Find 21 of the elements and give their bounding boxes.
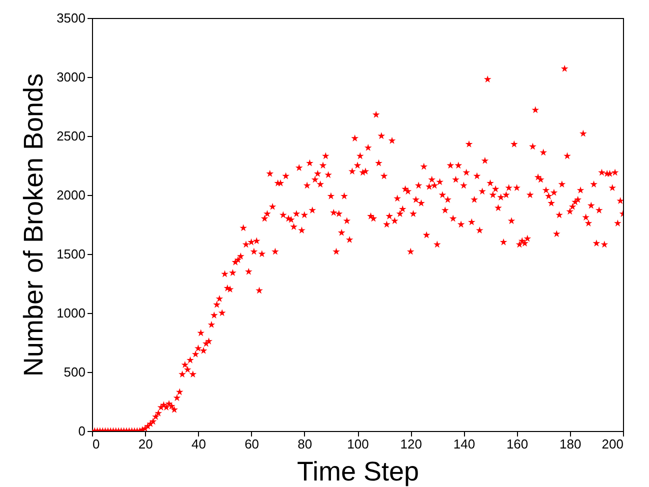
y-tick-label: 1500 (56, 246, 86, 262)
x-tick-label: 100 (347, 436, 369, 452)
x-tick-label: 40 (191, 436, 206, 452)
y-axis-title: Number of Broken Bonds (18, 73, 49, 377)
y-tick-label: 2000 (56, 188, 86, 202)
y-tick-label: 1000 (56, 306, 86, 320)
y-tick-label: 0 (78, 424, 86, 438)
x-tick-label: 160 (506, 436, 528, 452)
x-axis-title: Time Step (296, 456, 420, 486)
x-tick-label: 120 (400, 436, 422, 452)
x-tick-label: 180 (560, 436, 582, 452)
x-tick-label: 80 (298, 436, 312, 452)
x-tick-label: 140 (453, 436, 476, 452)
y-tick-label: 3000 (56, 70, 86, 84)
x-tick-label: 20 (138, 436, 153, 452)
x-tick-label: 60 (244, 436, 260, 452)
x-tick-label: 0 (92, 436, 100, 452)
y-tick-label: 2500 (56, 128, 86, 144)
y-tick-label: 500 (64, 364, 86, 380)
x-tick-label: 200 (602, 436, 624, 452)
y-tick-label: 3500 (56, 10, 86, 26)
